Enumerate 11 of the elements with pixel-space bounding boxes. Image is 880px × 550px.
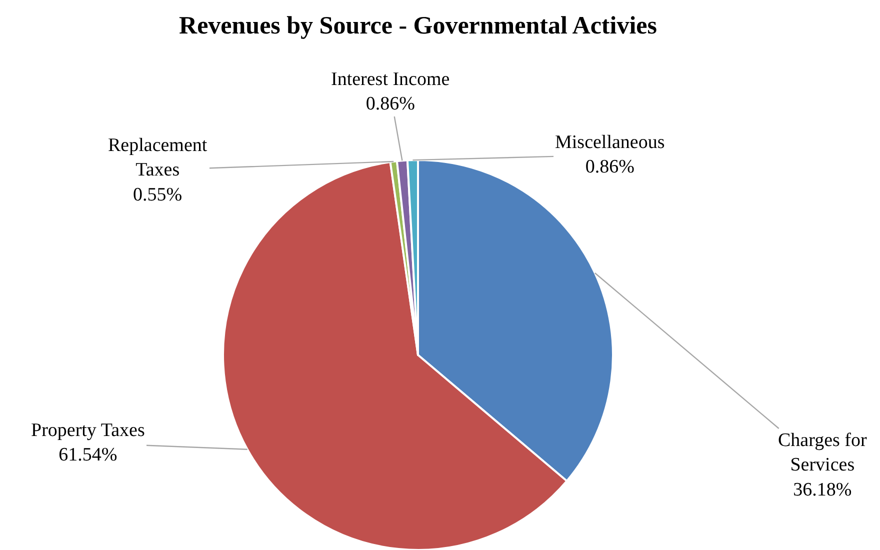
- slice-label: Interest Income: [331, 69, 450, 90]
- chart-title: Revenues by Source - Governmental Activies: [179, 12, 658, 40]
- data-label: 61.54%: [58, 444, 118, 466]
- slice-label: Replacement Taxes: [108, 135, 208, 181]
- data-label: 36.18%: [793, 479, 852, 500]
- data-label: 0.86%: [585, 156, 635, 178]
- slice-label: Property Taxes: [31, 420, 145, 441]
- slice-label: Charges for Services: [778, 430, 868, 476]
- data-label: 0.86%: [366, 94, 416, 115]
- data-label: 0.55%: [133, 184, 182, 206]
- slice-label: Miscellaneous: [555, 132, 665, 153]
